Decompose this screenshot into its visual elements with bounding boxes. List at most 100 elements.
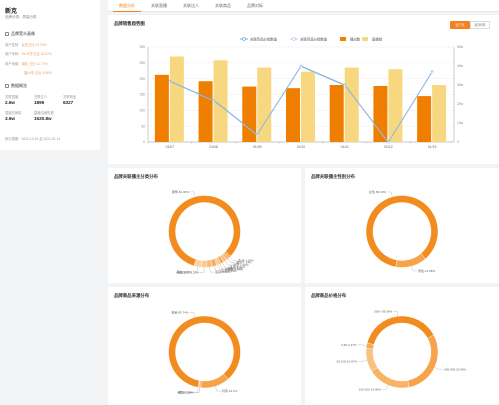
line-point (212, 99, 215, 103)
donut-slice (365, 348, 378, 372)
profile-row-region: 用户地域：湖北 占比 11.77% (5, 62, 48, 66)
stat-label: 关联商品 (63, 95, 77, 99)
label-leader (381, 385, 389, 390)
profile-row-city: 福州市 占比 4.56% (24, 71, 52, 75)
legend-label: 直播销 (372, 37, 383, 42)
legend-marker (292, 37, 296, 41)
slice-label: 女性-86.03% (369, 189, 387, 194)
anchor-gender-title: 品牌关联播主性别分布 (311, 174, 355, 179)
label-leader (229, 257, 238, 261)
anchor-category-card: 品牌关联播主分类分布 服饰-81.06% 生活-1.04% 美妆-1.24% 母婴-1… (108, 168, 301, 283)
slice-label: 服饰-81.06% (172, 189, 190, 194)
tab-bar: 数据分析 关联直播 关联达人 关联商品 品牌对标 (108, 0, 499, 12)
bar (154, 74, 169, 142)
legend-item: 播出数 (340, 37, 361, 42)
last-30-days-button[interactable]: 近30天 (470, 21, 490, 29)
legend-item: 关联商品分销数量 (240, 37, 278, 42)
y2-tick-label: 50w (457, 45, 464, 49)
audience-section-label: 品牌受众画像 (11, 31, 35, 36)
tab-related-influencers[interactable]: 关联达人 (183, 3, 199, 8)
slice-label: 淘宝-85.74% (171, 309, 189, 314)
anchor-category-donut: 服饰-81.06% 生活-1.04%美妆-1.24%母婴-1.60%其他-1.44… (168, 189, 254, 274)
audience-section-title: 品牌受众画像 (5, 31, 35, 37)
legend-bar-swatch (340, 37, 346, 41)
profile-row-gender: 用户性别：女性占比 67.33% (5, 43, 47, 47)
slice-label: 500+-38.06% (374, 309, 392, 313)
label-leader (209, 267, 215, 273)
bar (329, 85, 344, 142)
legend-bar-swatch (362, 37, 368, 41)
slice-label: 美妆-1.24% (236, 260, 252, 265)
slice-label: 电视剧-1.04% (225, 267, 244, 272)
x-tick-label: 01/08 (209, 145, 218, 149)
label-leader (193, 387, 199, 393)
line-point (430, 71, 434, 74)
price-distribution-title: 品牌商品价格分布 (311, 293, 347, 298)
label-leader (434, 367, 444, 370)
label-leader (192, 266, 198, 272)
donut-slice (193, 259, 203, 268)
x-tick-label: 01/10 (297, 145, 306, 149)
donut-slice (366, 315, 434, 346)
y-tick-label: 200 (139, 77, 145, 81)
x-tick-label: 01/09 (253, 145, 262, 149)
y2-tick-label: 20w (457, 102, 464, 106)
donut-slice (197, 380, 201, 388)
bar (417, 96, 432, 142)
last-7-days-button[interactable]: 近7天 (450, 21, 470, 29)
x-tick-label: 01/11 (341, 145, 349, 149)
anchor-category-title: 品牌关联播主分类分布 (114, 174, 158, 179)
brand-category: 品牌分类：男装分类 (5, 15, 37, 19)
slice-label: 考拉-0.32% (177, 389, 193, 394)
y-tick-label: 100 (139, 109, 145, 113)
donut-slice (365, 342, 375, 350)
tab-related-products[interactable]: 关联商品 (215, 3, 231, 8)
legend-item: 关联商品分销数量 (290, 37, 328, 42)
data-overview-label: 数据概览 (11, 83, 27, 88)
label-leader (358, 360, 368, 362)
slice-label: 美食-0.88% (227, 266, 243, 271)
bar (257, 67, 272, 142)
product-source-card: 品牌商品来源分布 淘宝-85.74% 抖音-13.1% 京东-0.84% 考拉-0.3… (108, 287, 301, 405)
donut-slice (395, 253, 426, 268)
x-tick-label: 01/12 (384, 145, 393, 149)
label-leader (227, 258, 236, 263)
label-leader (222, 262, 229, 268)
slice-label: 200-500-29.60% (444, 367, 467, 371)
donut-slice (200, 373, 229, 389)
slice-label: 运动-2.44% (215, 269, 231, 274)
legend-label: 关联商品分销数量 (300, 37, 328, 42)
tab-brand-benchmark[interactable]: 品牌对标 (247, 3, 263, 8)
donut-slice (371, 367, 410, 389)
line-point (299, 65, 303, 68)
stat-value: 2.6w (5, 100, 15, 105)
line-point (256, 133, 259, 137)
slice-label: 生活-1.04% (238, 258, 254, 263)
product-source-donut: 淘宝-85.74% 抖音-13.1% 京东-0.84%考拉-0.32% (168, 309, 241, 395)
legend-label: 播出数 (350, 37, 361, 42)
line-point (387, 141, 390, 144)
stat-label: 关联达人 (34, 95, 48, 99)
label-leader (215, 386, 221, 392)
label-leader (214, 266, 220, 272)
sales-trend-card: 品牌销售趋势图 近7天 近30天 关联商品分销数量 关联商品分销数量 播出数 直播销 0… (108, 15, 499, 164)
date-range: 统计周期：2020-12-15 至 2021-01-14 (5, 137, 61, 141)
y-tick-label: 300 (139, 45, 145, 49)
bar (373, 85, 388, 142)
donut-slice (201, 260, 207, 268)
y2-tick-label: 10w (457, 121, 464, 125)
y-tick-label: 150 (139, 93, 145, 97)
legend-label: 关联商品分销数量 (250, 37, 278, 42)
product-source-title: 品牌商品来源分布 (114, 293, 150, 298)
label-leader (189, 312, 196, 318)
label-leader (225, 260, 233, 266)
donut-slice (365, 195, 439, 268)
brand-name: 新克 (5, 9, 18, 15)
label-leader (200, 267, 205, 273)
tab-related-live[interactable]: 关联直播 (151, 3, 167, 8)
slice-label: 京东-0.84% (179, 390, 195, 395)
anchor-gender-donut: 女性-86.03% 男性-13.98% (365, 189, 439, 273)
tab-data-analysis[interactable]: 数据分析 (113, 0, 141, 12)
bar (432, 85, 447, 142)
data-overview-title: 数据概览 (5, 83, 27, 89)
